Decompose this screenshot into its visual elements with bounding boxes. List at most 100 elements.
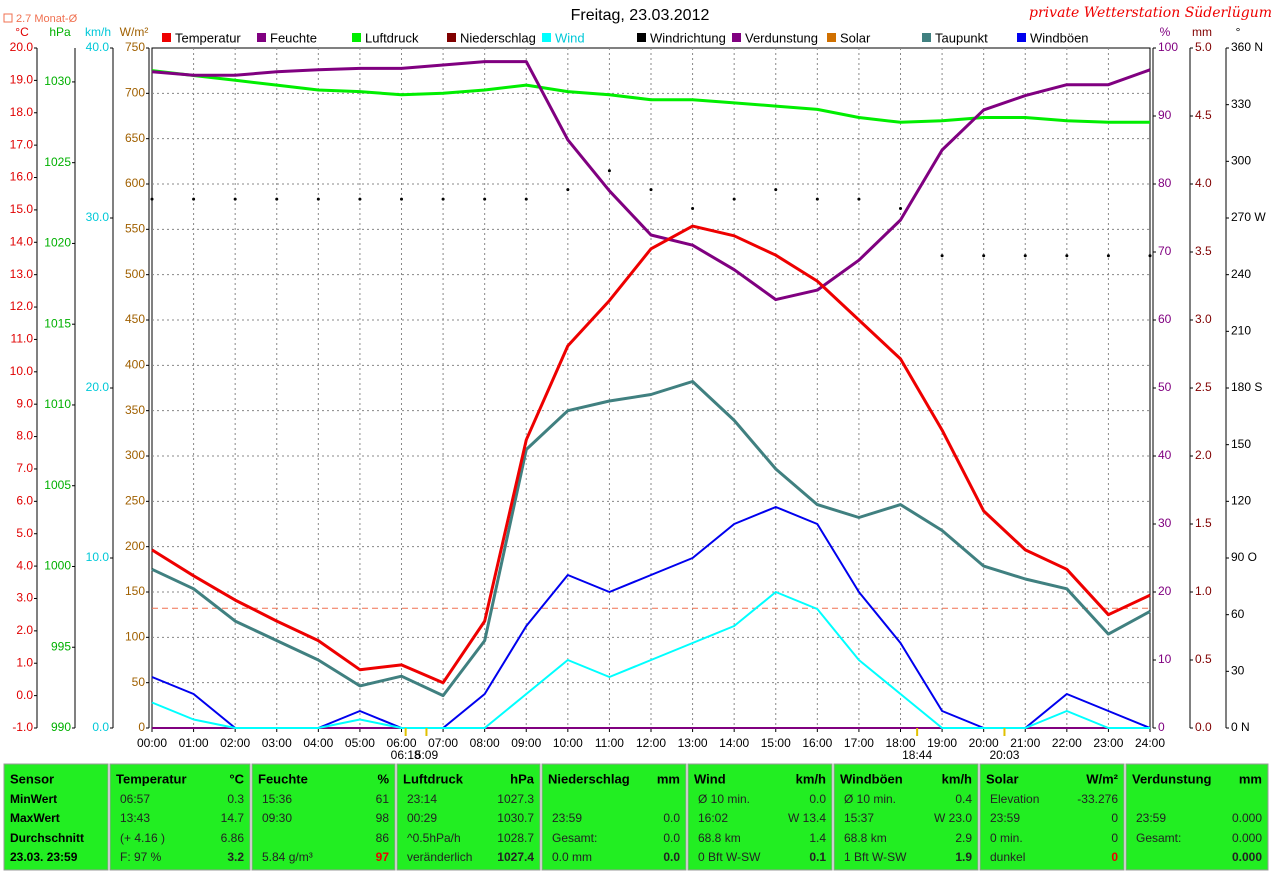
direction-dot [275, 197, 279, 201]
y-tick-label: 350 [125, 403, 145, 417]
series-line [151, 60, 1151, 302]
cell-note: ^0.5hPa/h [407, 831, 461, 845]
annotation: 20:03 [989, 748, 1019, 762]
y-tick-label: 60 [1231, 607, 1245, 621]
cell-value: 0 [1111, 850, 1118, 864]
cell-note: 1 Bft W-SW [844, 850, 907, 864]
direction-dot [1148, 254, 1152, 258]
cell-value: 0.4 [955, 792, 972, 806]
y-tick-label: 150 [1231, 437, 1251, 451]
y-tick-label: 4.5 [1195, 108, 1212, 122]
direction-dot [982, 254, 986, 258]
y-tick-label: 180 S [1231, 380, 1262, 394]
series-line [151, 224, 1151, 685]
y-tick-label: 3.0 [1195, 312, 1212, 326]
direction-dot [649, 188, 653, 192]
x-tick-label: 03:00 [262, 736, 292, 750]
cell-note: 16:02 [698, 811, 728, 825]
cell-value: 1030.7 [497, 811, 534, 825]
cell-value: 2.9 [955, 831, 972, 845]
y-tick-label: 550 [125, 222, 145, 236]
cell-value: 61 [376, 792, 390, 806]
cell-value: 3.2 [227, 850, 244, 864]
axis-unit: ° [1236, 25, 1241, 39]
y-tick-label: 17.0 [10, 137, 34, 151]
cell-note: 0 min. [990, 831, 1023, 845]
legend-swatch [827, 33, 836, 42]
cell-value: 0.0 [663, 831, 680, 845]
y-tick-label: 4.0 [1195, 176, 1212, 190]
y-tick-label: 30 [1231, 664, 1245, 678]
reference-label: 2.7 Monat-Ø [16, 13, 78, 25]
cell-value: W 13.4 [788, 811, 826, 825]
y-tick-label: 240 [1231, 267, 1251, 281]
cell-note: 15:36 [262, 792, 292, 806]
cell-value: 1.9 [955, 850, 972, 864]
direction-dot [400, 197, 403, 201]
legend-label: Temperatur [175, 30, 241, 45]
y-tick-label: 30.0 [86, 210, 110, 224]
legend-swatch [1017, 33, 1026, 42]
legend-swatch [542, 33, 551, 42]
cell-note: 23:59 [552, 811, 582, 825]
y-tick-label: 16.0 [10, 170, 34, 184]
axis-unit: hPa [49, 25, 71, 39]
cell-value: 0 [1111, 831, 1118, 845]
annotation: 5:09 [415, 748, 439, 762]
cell-value: 14.7 [221, 811, 245, 825]
y-tick-label: 1020 [44, 236, 71, 250]
row-label: Durchschnitt [10, 831, 84, 845]
legend-label: Luftdruck [365, 30, 419, 45]
series-line [151, 591, 1150, 729]
y-tick-label: 750 [125, 40, 145, 54]
direction-dot [899, 207, 902, 211]
panel-unit: hPa [510, 771, 535, 786]
cell-value: 0.3 [227, 792, 244, 806]
cell-value: 0.1 [809, 850, 826, 864]
panel-unit: km/h [942, 771, 972, 786]
y-tick-label: 100 [1158, 40, 1178, 54]
cell-value: 6.86 [221, 831, 245, 845]
cell-note: Gesamt: [1136, 831, 1181, 845]
direction-dot [192, 197, 196, 201]
x-tick-label: 01:00 [179, 736, 209, 750]
y-tick-label: 360 N [1231, 40, 1263, 54]
panel-unit: W/m² [1086, 771, 1118, 786]
direction-dot [732, 197, 736, 201]
direction-dot [815, 197, 819, 201]
y-tick-label: 2.0 [1195, 448, 1212, 462]
y-tick-label: 0.0 [1195, 720, 1212, 734]
y-tick-label: 19.0 [10, 73, 34, 87]
legend-label: Taupunkt [935, 30, 988, 45]
direction-dot [607, 169, 611, 173]
y-tick-label: 3.5 [1195, 244, 1212, 258]
panel-title: Feuchte [258, 771, 308, 786]
axis-unit: W/m² [120, 25, 149, 39]
y-tick-label: 600 [125, 176, 145, 190]
y-tick-label: 10 [1158, 652, 1172, 666]
direction-dot [774, 188, 778, 192]
row-label: 23.03. 23:59 [10, 850, 78, 864]
y-tick-label: 300 [125, 448, 145, 462]
y-tick-label: 150 [125, 584, 145, 598]
cell-note: 68.8 km [698, 831, 741, 845]
cell-value: 0.0 [663, 850, 680, 864]
direction-dot [441, 197, 445, 201]
panel-title: Sensor [10, 771, 54, 786]
y-tick-label: 15.0 [10, 202, 34, 216]
legend-swatch [352, 33, 361, 42]
panel-title: Solar [986, 771, 1019, 786]
y-tick-label: 50 [1158, 380, 1172, 394]
chart-title: Freitag, 23.03.2012 [571, 7, 710, 24]
y-tick-label: 1025 [44, 155, 71, 169]
y-tick-label: 7.0 [16, 461, 33, 475]
panel-unit: mm [1239, 771, 1262, 786]
y-tick-label: 270 W [1231, 210, 1266, 224]
y-tick-label: 330 [1231, 97, 1251, 111]
cell-note: 13:43 [120, 811, 150, 825]
cell-value: 98 [376, 811, 390, 825]
x-tick-label: 18:00 [885, 736, 915, 750]
cell-value: 1027.3 [497, 792, 534, 806]
